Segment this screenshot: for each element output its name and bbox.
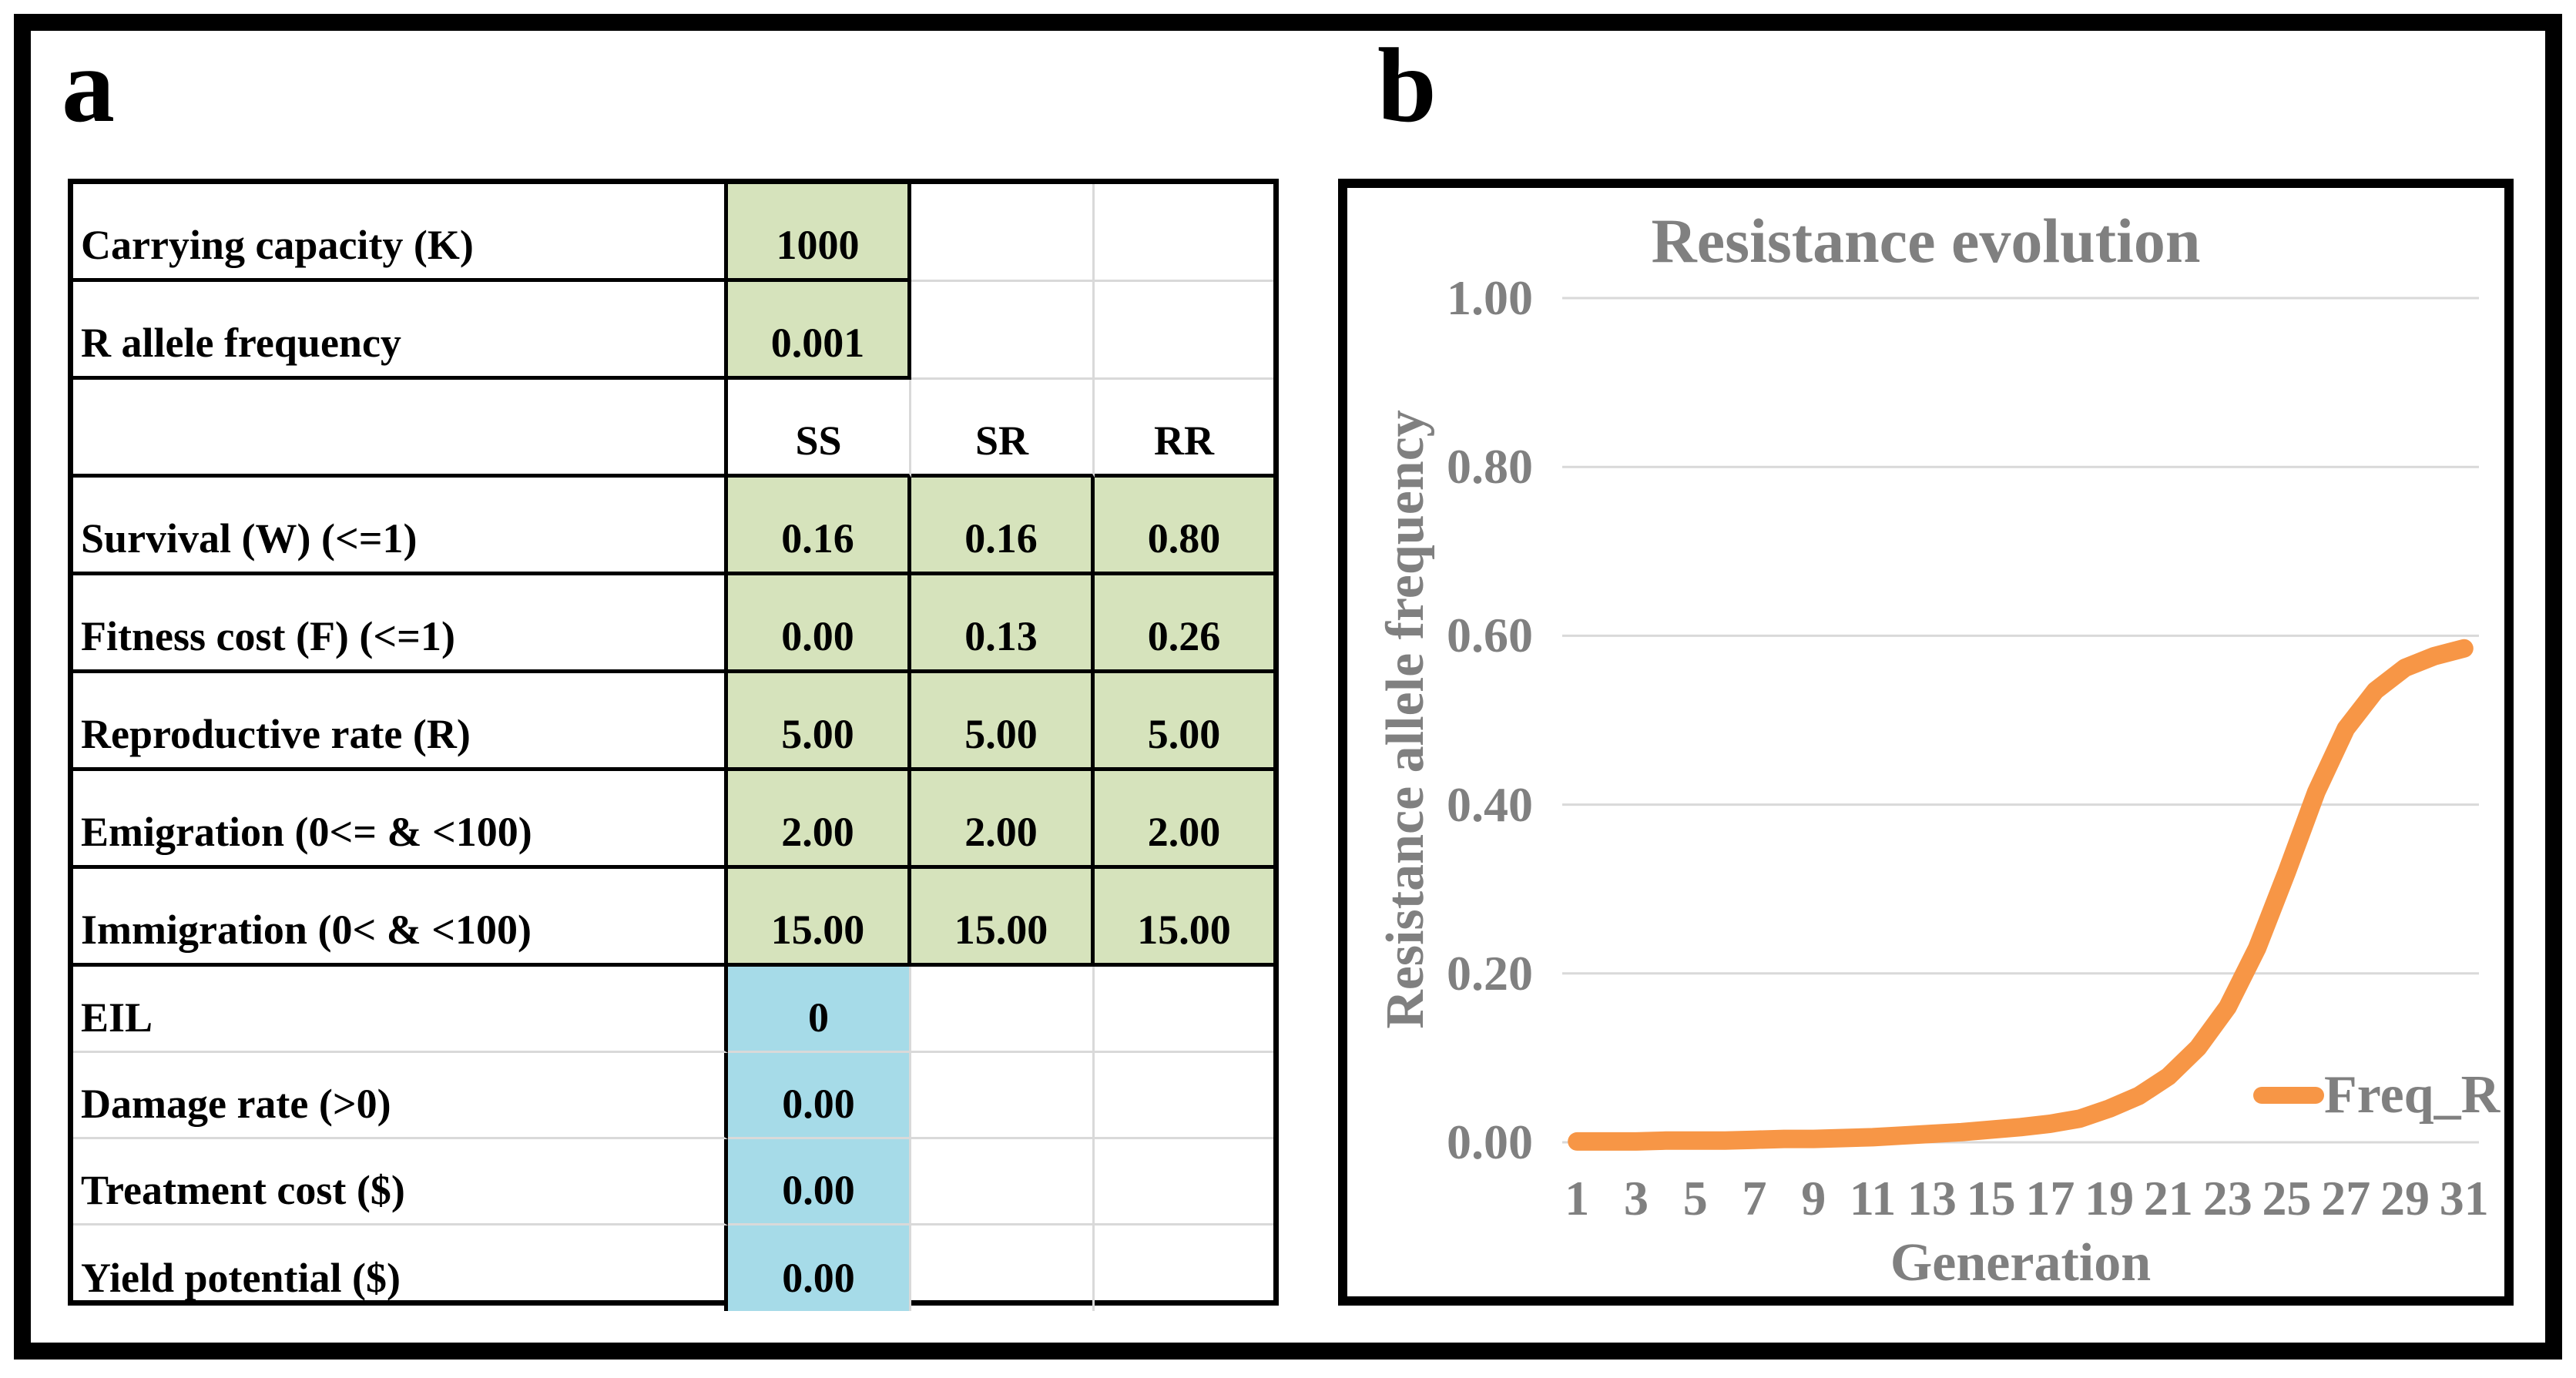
table-row: Reproductive rate (R) 5.00 5.00 5.00 — [73, 673, 1273, 771]
value-cell: 15.00 — [728, 869, 911, 967]
chart-legend: Freq_R — [2253, 1066, 2500, 1125]
value-cell — [911, 282, 1095, 380]
x-tick-label: 1 — [1565, 1171, 1590, 1225]
value-cell: 5.00 — [1095, 673, 1273, 771]
value-cell — [1095, 1139, 1273, 1225]
table-row: Fitness cost (F) (<=1) 0.00 0.13 0.26 — [73, 575, 1273, 673]
x-tick-label: 25 — [2262, 1171, 2312, 1225]
value-cell: 1000 — [728, 184, 911, 282]
table-row: EIL 0 — [73, 967, 1273, 1053]
row-label: EIL — [73, 967, 728, 1053]
value-cell: 0.16 — [911, 478, 1095, 575]
x-tick-label: 11 — [1849, 1171, 1897, 1225]
table-row: Emigration (0<= & <100) 2.00 2.00 2.00 — [73, 771, 1273, 869]
value-cell: 15.00 — [1095, 869, 1273, 967]
genotype-header-row: SS SR RR — [73, 380, 1273, 478]
chart-title: Resistance evolution — [1651, 206, 2201, 276]
x-tick-label: 7 — [1742, 1171, 1767, 1225]
table-row: Treatment cost ($) 0.00 — [73, 1139, 1273, 1225]
table-row: Immigration (0< & <100) 15.00 15.00 15.00 — [73, 869, 1273, 967]
y-tick-label: 0.20 — [1447, 945, 1533, 1001]
freq-r-curve — [1568, 639, 2474, 1151]
table-row: Damage rate (>0) 0.00 — [73, 1053, 1273, 1139]
x-tick-label: 9 — [1801, 1171, 1826, 1225]
legend-line-swatch — [2253, 1087, 2324, 1104]
value-cell: 0.001 — [728, 282, 911, 380]
parameter-table: Carrying capacity (K) 1000 R allele freque… — [68, 179, 1279, 1311]
x-axis-title: Generation — [1890, 1233, 2152, 1293]
x-tick-label: 15 — [1966, 1171, 2016, 1225]
chart-plot-area — [1562, 297, 2479, 1151]
value-cell: 0.26 — [1095, 575, 1273, 673]
value-cell: 2.00 — [1095, 771, 1273, 869]
x-tick-label: 31 — [2439, 1171, 2489, 1225]
value-cell: 5.00 — [728, 673, 911, 771]
resistance-chart: Resistance evolution Resistance allele f… — [1338, 179, 2514, 1306]
value-cell — [911, 1225, 1095, 1311]
value-cell — [1095, 1225, 1273, 1311]
genotype-column-header: SR — [911, 380, 1095, 478]
value-cell — [1095, 184, 1273, 282]
row-label — [73, 380, 728, 478]
row-label: Carrying capacity (K) — [73, 184, 728, 282]
y-tick-label: 0.40 — [1447, 776, 1533, 832]
row-label: R allele frequency — [73, 282, 728, 380]
row-label: Reproductive rate (R) — [73, 673, 728, 771]
value-cell: 0.00 — [728, 1139, 911, 1225]
y-tick-label: 0.80 — [1447, 439, 1533, 495]
row-label: Fitness cost (F) (<=1) — [73, 575, 728, 673]
value-cell — [911, 1139, 1095, 1225]
row-label: Yield potential ($) — [73, 1225, 728, 1311]
y-tick-label: 0.00 — [1447, 1115, 1533, 1169]
value-cell — [1095, 282, 1273, 380]
y-tick-label: 1.00 — [1447, 270, 1533, 325]
value-cell: 2.00 — [911, 771, 1095, 869]
value-cell — [911, 1053, 1095, 1139]
table-row: Yield potential ($) 0.00 — [73, 1225, 1273, 1311]
x-tick-label: 27 — [2321, 1171, 2371, 1225]
value-cell: 0 — [728, 967, 911, 1053]
value-cell — [1095, 1053, 1273, 1139]
table-row: Survival (W) (<=1) 0.16 0.16 0.80 — [73, 478, 1273, 575]
x-tick-label: 23 — [2202, 1171, 2252, 1225]
x-tick-label: 21 — [2143, 1171, 2193, 1225]
legend-series-label: Freq_R — [2324, 1065, 2501, 1125]
value-cell: 2.00 — [728, 771, 911, 869]
panel-b-label: b — [1377, 26, 1437, 144]
value-cell: 0.13 — [911, 575, 1095, 673]
table-row: R allele frequency 0.001 — [73, 282, 1273, 380]
value-cell: 0.00 — [728, 575, 911, 673]
genotype-column-header: RR — [1095, 380, 1273, 478]
x-tick-label: 19 — [2085, 1171, 2135, 1225]
value-cell: 0.00 — [728, 1225, 911, 1311]
value-cell — [911, 184, 1095, 282]
table-row: Carrying capacity (K) 1000 — [73, 184, 1273, 282]
value-cell: 15.00 — [911, 869, 1095, 967]
row-label: Emigration (0<= & <100) — [73, 771, 728, 869]
figure-border — [14, 14, 2562, 1360]
y-tick-label: 0.60 — [1447, 608, 1533, 663]
x-tick-label: 17 — [2025, 1171, 2075, 1225]
genotype-column-header: SS — [728, 380, 911, 478]
row-label: Survival (W) (<=1) — [73, 478, 728, 575]
x-tick-label: 29 — [2380, 1171, 2430, 1225]
value-cell: 0.00 — [728, 1053, 911, 1139]
row-label: Damage rate (>0) — [73, 1053, 728, 1139]
value-cell: 5.00 — [911, 673, 1095, 771]
x-tick-label: 5 — [1682, 1171, 1708, 1225]
value-cell — [911, 967, 1095, 1053]
x-tick-label: 13 — [1907, 1171, 1957, 1225]
value-cell: 0.16 — [728, 478, 911, 575]
x-tick-label: 3 — [1623, 1171, 1649, 1225]
value-cell: 0.80 — [1095, 478, 1273, 575]
panel-a-label: a — [62, 26, 115, 144]
row-label: Immigration (0< & <100) — [73, 869, 728, 967]
row-label: Treatment cost ($) — [73, 1139, 728, 1225]
value-cell — [1095, 967, 1273, 1053]
